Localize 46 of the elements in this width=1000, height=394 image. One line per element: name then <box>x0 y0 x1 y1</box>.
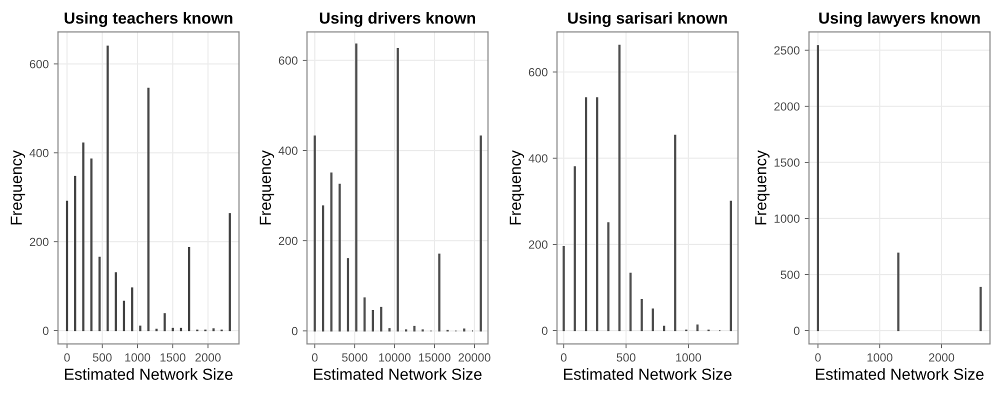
x-tick-label: 1000 <box>676 353 702 362</box>
x-axis-title: Estimated Network Size <box>564 368 732 380</box>
y-tick-label: 1500 <box>774 158 800 167</box>
y-axis-title: Frequency <box>260 150 274 224</box>
x-tick-label: 500 <box>616 353 636 362</box>
y-tick-label: 0 <box>292 326 298 336</box>
x-axis-title: Estimated Network Size <box>816 368 984 380</box>
y-tick-label: 0 <box>794 326 800 336</box>
x-tick-label: 15000 <box>419 353 450 362</box>
x-tick-label: 0 <box>312 353 318 362</box>
y-tick-label: 400 <box>528 154 548 163</box>
x-tick-label: 2000 <box>928 353 954 362</box>
x-tick-label: 2000 <box>195 353 221 362</box>
y-tick-label: 0 <box>542 326 548 335</box>
x-tick-label: 0 <box>64 353 70 362</box>
y-tick-label: 600 <box>278 56 298 65</box>
x-tick-label: 10000 <box>379 353 411 362</box>
y-axis-title: Frequency <box>755 150 770 224</box>
x-tick-label: 500 <box>92 353 112 362</box>
y-axis-title: Frequency <box>10 150 26 224</box>
x-axis-title: Estimated Network Size <box>314 368 482 380</box>
y-tick-label: 600 <box>528 68 548 76</box>
y-tick-label: 500 <box>780 270 800 279</box>
x-tick-label: 0 <box>560 353 567 362</box>
y-tick-label: 200 <box>30 238 49 246</box>
y-tick-label: 400 <box>30 148 49 158</box>
y-tick-label: 2500 <box>774 46 800 55</box>
x-tick-label: 1000 <box>125 353 150 362</box>
y-tick-label: 400 <box>278 146 298 155</box>
x-tick-label: 0 <box>815 353 821 362</box>
y-tick-label: 200 <box>528 240 548 249</box>
y-tick-label: 200 <box>278 236 298 246</box>
x-tick-label: 20000 <box>458 353 490 362</box>
y-tick-label: 600 <box>30 60 49 68</box>
y-tick-label: 0 <box>42 326 49 336</box>
y-axis-title: Frequency <box>510 150 524 224</box>
chart-title: Using teachers known <box>64 12 232 27</box>
chart-title: Using sarisari known <box>568 12 727 27</box>
x-tick-label: 5000 <box>342 353 368 362</box>
x-tick-label: 1000 <box>868 353 892 362</box>
y-tick-label: 1000 <box>774 214 800 223</box>
x-tick-label: 1500 <box>160 353 186 362</box>
chart-title: Using lawyers known <box>819 12 980 27</box>
y-tick-label: 2000 <box>774 102 800 111</box>
chart-title: Using drivers known <box>320 12 476 27</box>
x-axis-title: Estimated Network Size <box>65 368 233 380</box>
